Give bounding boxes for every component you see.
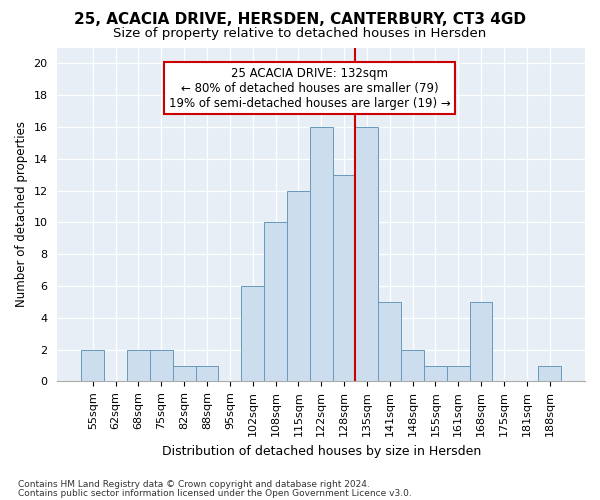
Bar [379, 302, 401, 382]
Bar [264, 222, 287, 382]
Bar [82, 350, 104, 382]
Text: Contains HM Land Registry data © Crown copyright and database right 2024.: Contains HM Land Registry data © Crown c… [18, 480, 370, 489]
Text: 25, ACACIA DRIVE, HERSDEN, CANTERBURY, CT3 4GD: 25, ACACIA DRIVE, HERSDEN, CANTERBURY, C… [74, 12, 526, 28]
Bar [447, 366, 470, 382]
Bar [150, 350, 173, 382]
Bar [196, 366, 218, 382]
Bar [310, 127, 332, 382]
Bar [287, 190, 310, 382]
Bar [355, 127, 379, 382]
Y-axis label: Number of detached properties: Number of detached properties [15, 122, 28, 308]
Bar [470, 302, 493, 382]
Bar [173, 366, 196, 382]
Bar [424, 366, 447, 382]
X-axis label: Distribution of detached houses by size in Hersden: Distribution of detached houses by size … [161, 444, 481, 458]
Bar [241, 286, 264, 382]
Bar [127, 350, 150, 382]
Bar [401, 350, 424, 382]
Text: Size of property relative to detached houses in Hersden: Size of property relative to detached ho… [113, 28, 487, 40]
Bar [538, 366, 561, 382]
Bar [332, 174, 355, 382]
Text: 25 ACACIA DRIVE: 132sqm
← 80% of detached houses are smaller (79)
19% of semi-de: 25 ACACIA DRIVE: 132sqm ← 80% of detache… [169, 66, 451, 110]
Text: Contains public sector information licensed under the Open Government Licence v3: Contains public sector information licen… [18, 488, 412, 498]
